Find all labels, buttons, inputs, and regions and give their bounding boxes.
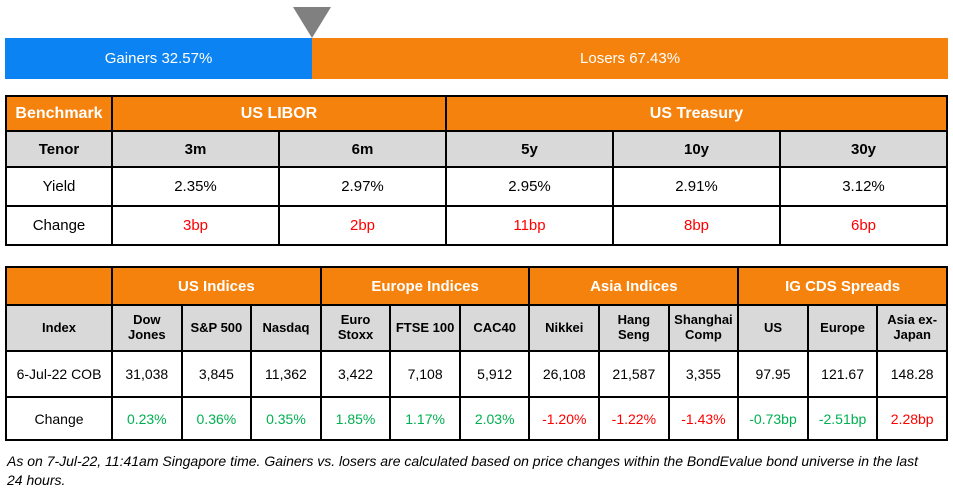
col-header-sp500: S&P 500 xyxy=(180,304,253,352)
change-cell: -1.22% xyxy=(598,396,670,441)
value-cell: 21,587 xyxy=(598,350,670,398)
gainers-losers-chart: Gainers 32.57% Losers 67.43% xyxy=(5,0,948,79)
change-cell: 11bp xyxy=(445,205,614,246)
us-treasury-group-header: US Treasury xyxy=(445,95,948,132)
value-cell: 31,038 xyxy=(111,350,183,398)
change-row-label: Change xyxy=(5,396,113,441)
cob-row-label: 6-Jul-22 COB xyxy=(5,350,113,398)
value-cell: 11,362 xyxy=(250,350,322,398)
col-header-asia-ex-japan-cds: Asia ex-Japan xyxy=(876,304,948,352)
benchmark-corner-header: Benchmark xyxy=(5,95,113,132)
col-header-us-cds: US xyxy=(737,304,809,352)
yield-row-label: Yield xyxy=(5,166,113,207)
yield-cell: 2.95% xyxy=(445,166,614,207)
value-cell: 3,845 xyxy=(180,350,253,398)
yield-cell: 3.12% xyxy=(779,166,948,207)
col-header-shanghai-comp: Shanghai Comp xyxy=(667,304,740,352)
change-row-label: Change xyxy=(5,205,113,246)
col-header-hang-seng: Hang Seng xyxy=(598,304,670,352)
change-cell: -0.73bp xyxy=(737,396,809,441)
footnote-text: As on 7-Jul-22, 11:41am Singapore time. … xyxy=(7,453,919,488)
indices-group-header-row: US Indices Europe Indices Asia Indices I… xyxy=(5,266,948,306)
value-cell: 7,108 xyxy=(389,350,461,398)
col-header-europe-cds: Europe xyxy=(806,304,879,352)
value-cell: 148.28 xyxy=(876,350,948,398)
indices-change-row: Change 0.23% 0.36% 0.35% 1.85% 1.17% 2.0… xyxy=(5,396,948,441)
index-row-label: Index xyxy=(5,304,113,352)
value-cell: 3,355 xyxy=(667,350,740,398)
tenor-header: 10y xyxy=(612,130,781,168)
change-cell: 8bp xyxy=(612,205,781,246)
yield-row: Yield 2.35% 2.97% 2.95% 2.91% 3.12% xyxy=(5,166,948,207)
europe-indices-group-header: Europe Indices xyxy=(319,266,531,306)
change-cell: -1.20% xyxy=(528,396,601,441)
change-cell: 1.17% xyxy=(389,396,461,441)
benchmark-change-row: Change 3bp 2bp 11bp 8bp 6bp xyxy=(5,205,948,246)
change-cell: 0.36% xyxy=(180,396,253,441)
change-cell: 1.85% xyxy=(319,396,392,441)
change-cell: 3bp xyxy=(111,205,280,246)
yield-cell: 2.35% xyxy=(111,166,280,207)
value-cell: 3,422 xyxy=(319,350,392,398)
change-cell: 0.35% xyxy=(250,396,322,441)
tenor-row-label: Tenor xyxy=(5,130,113,168)
index-header-row: Index Dow Jones S&P 500 Nasdaq Euro Stox… xyxy=(5,304,948,352)
pointer-row xyxy=(5,0,948,38)
value-cell: 97.95 xyxy=(737,350,809,398)
cob-values-row: 6-Jul-22 COB 31,038 3,845 11,362 3,422 7… xyxy=(5,350,948,398)
yield-cell: 2.97% xyxy=(278,166,447,207)
tenor-header: 6m xyxy=(278,130,447,168)
tenor-header: 30y xyxy=(779,130,948,168)
tenor-header-row: Tenor 3m 6m 5y 10y 30y xyxy=(5,130,948,168)
indices-table: US Indices Europe Indices Asia Indices I… xyxy=(5,266,948,441)
benchmark-group-header-row: Benchmark US LIBOR US Treasury xyxy=(5,95,948,132)
change-cell: 2.28bp xyxy=(876,396,948,441)
gainers-losers-bar: Gainers 32.57% Losers 67.43% xyxy=(5,38,948,79)
indices-corner-header xyxy=(5,266,113,306)
col-header-ftse100: FTSE 100 xyxy=(389,304,461,352)
change-cell: 0.23% xyxy=(111,396,183,441)
col-header-nikkei: Nikkei xyxy=(528,304,601,352)
ig-cds-spreads-group-header: IG CDS Spreads xyxy=(737,266,948,306)
us-indices-group-header: US Indices xyxy=(111,266,322,306)
yield-cell: 2.91% xyxy=(612,166,781,207)
tenor-header: 3m xyxy=(111,130,280,168)
us-libor-group-header: US LIBOR xyxy=(111,95,447,132)
value-cell: 121.67 xyxy=(806,350,879,398)
value-cell: 5,912 xyxy=(458,350,531,398)
gainers-label: Gainers 32.57% xyxy=(104,50,213,67)
change-cell: -2.51bp xyxy=(806,396,879,441)
change-cell: 2.03% xyxy=(458,396,531,441)
change-cell: -1.43% xyxy=(667,396,740,441)
value-cell: 26,108 xyxy=(528,350,601,398)
losers-label: Losers 67.43% xyxy=(580,50,681,67)
down-arrow-icon xyxy=(293,7,332,38)
col-header-dow-jones: Dow Jones xyxy=(111,304,183,352)
col-header-cac40: CAC40 xyxy=(458,304,531,352)
gainers-segment: Gainers 32.57% xyxy=(5,38,313,79)
change-cell: 6bp xyxy=(779,205,948,246)
change-cell: 2bp xyxy=(278,205,447,246)
col-header-euro-stoxx: Euro Stoxx xyxy=(319,304,392,352)
losers-segment: Losers 67.43% xyxy=(312,38,948,79)
tenor-header: 5y xyxy=(445,130,614,168)
col-header-nasdaq: Nasdaq xyxy=(250,304,322,352)
benchmark-table: Benchmark US LIBOR US Treasury Tenor 3m … xyxy=(5,95,948,246)
asia-indices-group-header: Asia Indices xyxy=(528,266,740,306)
